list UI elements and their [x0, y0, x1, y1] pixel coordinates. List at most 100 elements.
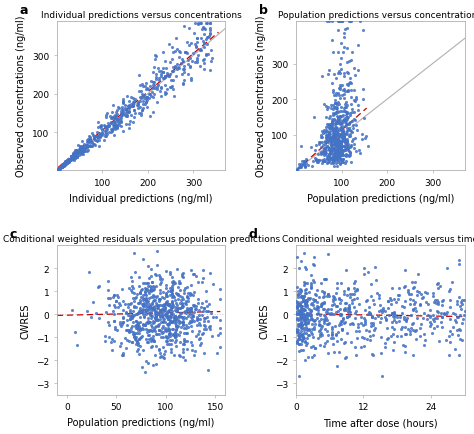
Point	[165, 326, 173, 332]
Point	[144, 85, 151, 92]
Point	[328, 329, 336, 336]
Point	[134, 300, 142, 307]
Point	[308, 307, 315, 314]
Point	[347, 338, 355, 345]
Point	[187, 78, 194, 85]
Point	[179, 316, 187, 322]
Point	[61, 161, 69, 168]
Point	[351, 344, 358, 351]
Point	[353, 295, 361, 302]
Point	[332, 119, 340, 126]
Point	[329, 102, 337, 109]
Point	[366, 310, 374, 317]
Point	[143, 295, 150, 302]
Point	[342, 300, 350, 307]
Point	[325, 139, 332, 146]
Point	[174, 284, 182, 291]
Point	[295, 330, 303, 337]
Point	[157, 279, 165, 286]
Point	[343, 138, 351, 145]
Point	[328, 143, 336, 150]
Point	[352, 352, 360, 358]
Point	[141, 322, 148, 329]
Point	[187, 291, 195, 298]
Point	[65, 158, 73, 165]
Point	[347, 128, 355, 135]
Point	[129, 285, 137, 292]
Point	[305, 326, 312, 333]
Point	[346, 119, 354, 126]
Point	[151, 315, 159, 322]
Point	[56, 165, 64, 172]
Point	[325, 319, 333, 326]
Point	[151, 314, 159, 321]
Point	[317, 333, 324, 340]
Point	[144, 318, 152, 325]
Point	[155, 323, 162, 330]
Point	[320, 293, 328, 300]
Point	[401, 283, 408, 289]
Point	[356, 150, 364, 157]
Point	[338, 18, 346, 25]
Point	[208, 55, 215, 62]
Point	[164, 321, 171, 328]
Point	[179, 56, 186, 63]
Point	[134, 311, 141, 318]
Point	[164, 338, 171, 345]
Point	[147, 305, 155, 312]
Point	[56, 165, 64, 172]
Point	[410, 283, 418, 290]
Point	[339, 315, 347, 322]
Point	[133, 330, 141, 337]
Point	[169, 285, 176, 292]
Point	[176, 293, 184, 299]
Point	[344, 127, 352, 134]
Point	[118, 110, 125, 117]
Point	[434, 315, 441, 322]
Point	[421, 336, 429, 343]
Point	[207, 310, 215, 317]
Point	[331, 322, 339, 329]
Point	[335, 99, 342, 106]
Point	[335, 18, 343, 25]
Point	[63, 159, 70, 166]
Point	[183, 284, 191, 291]
Point	[299, 306, 307, 313]
Point	[194, 316, 202, 322]
Point	[388, 319, 396, 326]
Point	[342, 147, 349, 154]
Point	[143, 286, 151, 293]
Point	[66, 157, 73, 164]
Point	[169, 308, 176, 315]
Point	[302, 297, 310, 304]
Point	[166, 331, 174, 338]
Point	[337, 132, 344, 139]
Point	[311, 297, 319, 304]
Point	[338, 92, 346, 99]
Point	[217, 330, 224, 337]
Point	[381, 307, 389, 314]
Point	[140, 301, 147, 308]
Point	[159, 49, 167, 56]
Point	[207, 58, 215, 65]
Point	[405, 291, 413, 298]
Point	[199, 57, 207, 64]
Point	[446, 352, 453, 359]
Point	[370, 352, 377, 359]
Point	[55, 166, 62, 173]
Point	[326, 148, 334, 155]
Point	[159, 329, 167, 335]
Point	[135, 320, 142, 327]
Point	[146, 91, 154, 98]
Point	[129, 308, 137, 315]
Point	[330, 141, 338, 148]
Point	[319, 288, 326, 295]
Point	[149, 82, 157, 89]
Point	[57, 164, 64, 171]
Point	[147, 312, 155, 319]
Point	[71, 154, 78, 161]
Point	[335, 119, 342, 126]
Point	[339, 148, 346, 155]
Point	[135, 100, 142, 107]
Point	[321, 276, 329, 283]
